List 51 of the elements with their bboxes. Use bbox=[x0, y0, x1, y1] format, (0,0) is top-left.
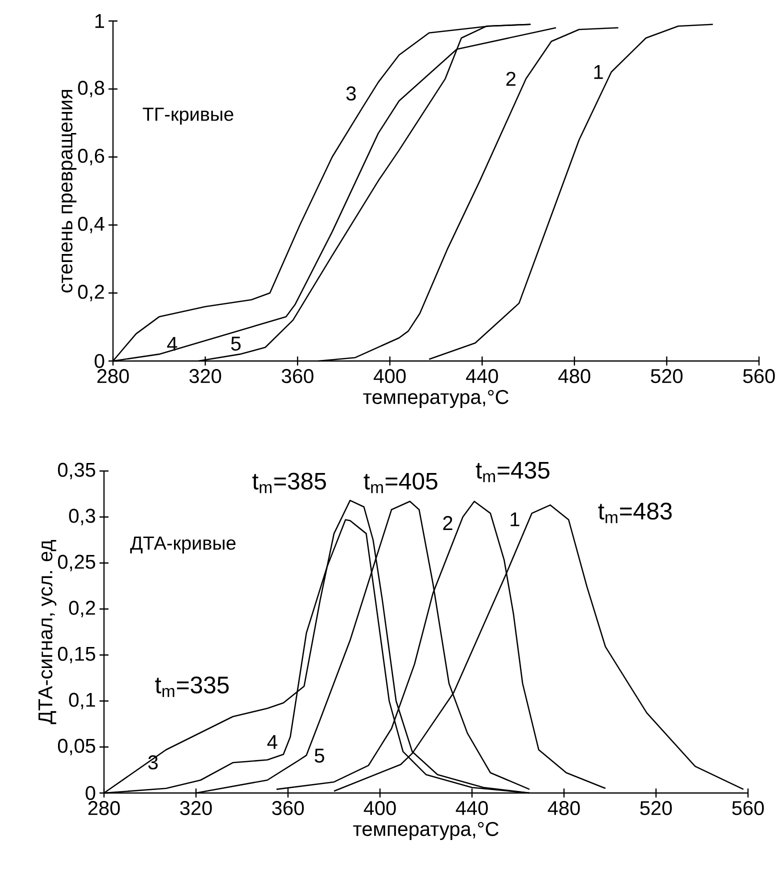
x-tick-label: 560 bbox=[743, 369, 775, 384]
x-tick-label: 520 bbox=[650, 369, 683, 384]
series-label: 4 bbox=[267, 735, 278, 749]
x-tick-label: 480 bbox=[548, 801, 580, 816]
series-label: 5 bbox=[314, 748, 324, 763]
x-tick-label: 320 bbox=[180, 801, 212, 816]
y-tick-label: 0,35 bbox=[58, 462, 96, 480]
x-tick-label: 280 bbox=[88, 801, 120, 816]
annotation: t$_{m}$=483 bbox=[598, 502, 672, 524]
x-tick-label: 320 bbox=[189, 369, 222, 384]
y-tick-label: 0,25 bbox=[58, 554, 96, 572]
series-label: 3 bbox=[148, 755, 158, 770]
y-axis-title: степень превращения bbox=[62, 90, 76, 292]
y-tick-label: 0,4 bbox=[78, 216, 104, 234]
x-axis-title: температура,°C bbox=[353, 822, 498, 840]
x-tick-label: 400 bbox=[374, 369, 406, 384]
y-tick-label: 0,05 bbox=[58, 738, 96, 756]
x-tick-label: 360 bbox=[282, 369, 314, 384]
x-tick-label: 440 bbox=[466, 369, 498, 384]
x-tick-label: 400 bbox=[364, 801, 396, 816]
y-tick-label: 0,3 bbox=[69, 508, 96, 526]
text: ТГ-кривые bbox=[142, 108, 234, 125]
series-label: 2 bbox=[443, 516, 452, 530]
y-tick-label: 0,15 bbox=[58, 646, 96, 664]
y-tick-label: 0 bbox=[94, 354, 104, 368]
annotation: t$_{m}$=385 bbox=[252, 472, 326, 494]
y-tick-label: 0,1 bbox=[69, 692, 96, 710]
x-axis-title: температура,°C bbox=[363, 390, 508, 408]
y-tick-label: 1 bbox=[95, 14, 104, 28]
series-label: 5 bbox=[231, 336, 241, 351]
x-tick-label: 360 bbox=[272, 801, 304, 816]
x-tick-label: 480 bbox=[558, 369, 590, 384]
y-tick-label: 0,2 bbox=[69, 600, 95, 618]
y-axis-title: ДТА-сигнал, усл. ед bbox=[38, 540, 56, 724]
x-tick-label: 560 bbox=[732, 801, 764, 816]
series-label: 1 bbox=[594, 65, 603, 79]
y-tick-label: 0,2 bbox=[78, 284, 104, 302]
x-tick-label: 280 bbox=[97, 369, 129, 384]
x-tick-label: 520 bbox=[640, 801, 672, 816]
annotation: t$_{m}$=405 bbox=[364, 472, 438, 494]
annotation: t$_{m}$=435 bbox=[476, 462, 550, 482]
series-label: 4 bbox=[167, 336, 178, 351]
series-label: 2 bbox=[506, 72, 516, 86]
annotation: t$_{m}$=335 bbox=[155, 676, 229, 697]
x-tick-label: 440 bbox=[456, 801, 488, 816]
series-label: 1 bbox=[510, 512, 520, 526]
y-tick-label: 0 bbox=[86, 786, 96, 800]
text: ДТА-кривые bbox=[130, 536, 236, 554]
y-tick-label: 0,6 bbox=[78, 148, 104, 166]
series-label: 3 bbox=[346, 86, 356, 101]
y-tick-label: 0,8 bbox=[78, 80, 104, 98]
